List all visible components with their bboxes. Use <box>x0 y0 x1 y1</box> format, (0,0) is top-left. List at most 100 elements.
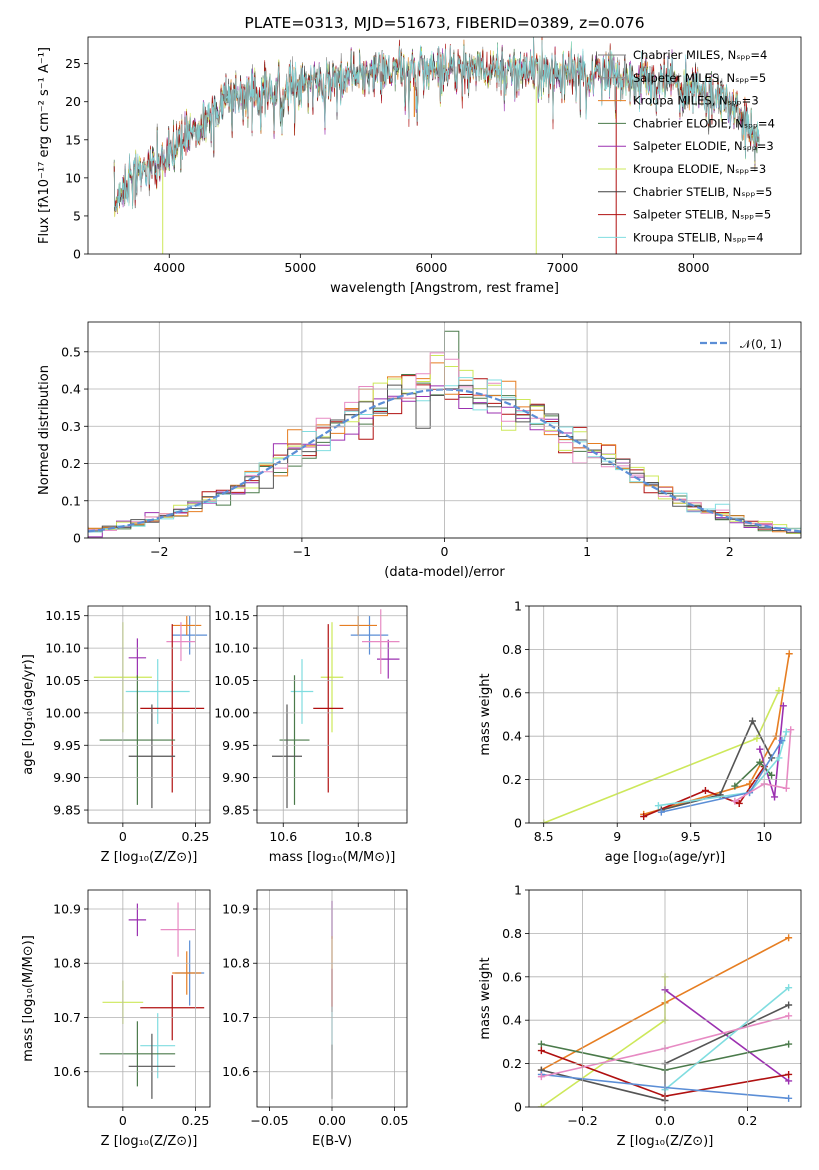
x-tick-label: 7000 <box>547 260 579 275</box>
y-tick-label: 0.8 <box>502 642 522 657</box>
x-axis-label: Z [log₁₀(Z/Z⊙)] <box>101 1134 198 1149</box>
error-point <box>172 615 202 636</box>
series-marker <box>537 1073 545 1081</box>
series-marker <box>735 799 743 807</box>
axes-frame <box>87 605 211 824</box>
y-tick-label: 10.00 <box>214 705 250 720</box>
series-marker <box>785 1094 793 1102</box>
axes-frame <box>528 889 802 1108</box>
y-axis-label: mass weight <box>478 957 493 1039</box>
x-tick-label: 0.05 <box>381 1113 409 1128</box>
y-tick-label: 10.10 <box>214 641 250 656</box>
x-axis-label: mass [log₁₀(M/M⊙)] <box>269 850 396 865</box>
x-tick-label: 0.0 <box>655 1113 675 1128</box>
series-marker <box>785 1040 793 1048</box>
error-point <box>140 624 205 793</box>
y-tick-label: 0 <box>514 816 522 831</box>
axes-frame <box>256 605 408 824</box>
x-tick-label: 0.25 <box>182 829 210 844</box>
x-tick-label: 10.8 <box>344 829 372 844</box>
series-marker <box>537 1103 545 1107</box>
y-axis-label: Flux [fλ10⁻¹⁷ erg cm⁻² s⁻¹ A⁻¹] <box>37 47 52 244</box>
x-axis-label: E(B-V) <box>312 1134 352 1149</box>
x-tick-label: 1 <box>583 544 591 559</box>
axes-frame <box>87 889 211 1108</box>
y-tick-label: 10.7 <box>222 1010 250 1025</box>
y-tick-label: 15 <box>65 132 81 147</box>
x-axis-label: wavelength [Angstrom, rest frame] <box>330 281 559 296</box>
series-marker <box>785 934 793 942</box>
y-tick-label: 0 <box>514 1100 522 1115</box>
error-point <box>172 615 208 655</box>
x-tick-label: 9 <box>613 829 621 844</box>
y-tick-label: 0.2 <box>61 456 81 471</box>
x-tick-label: 9.5 <box>681 829 701 844</box>
series-line <box>540 976 666 1107</box>
y-tick-label: 1 <box>514 883 522 898</box>
y-tick-label: 10.9 <box>53 901 81 916</box>
series-marker <box>779 702 787 710</box>
plot-area <box>113 37 760 254</box>
error-point <box>128 704 176 809</box>
x-axis-label: Z [log₁₀(Z/Z⊙)] <box>101 850 198 865</box>
x-tick-label: 0.00 <box>318 1113 346 1128</box>
error-point <box>140 975 205 1041</box>
error-point <box>128 903 147 937</box>
y-tick-label: 9.85 <box>53 803 81 818</box>
legend-entry: Salpeter MILES, Nₛₚₚ=5 <box>633 71 766 85</box>
y-tick-label: 0.4 <box>61 382 81 397</box>
x-axis-label: (data-model)/error <box>384 565 505 580</box>
plot-area <box>272 609 400 809</box>
y-tick-label: 0 <box>73 531 81 546</box>
error-point <box>128 1033 176 1099</box>
series-marker <box>537 1047 545 1055</box>
y-tick-label: 10.15 <box>214 608 250 623</box>
x-tick-label: 0.25 <box>182 1113 210 1128</box>
series-marker <box>657 808 665 816</box>
y-axis-label: Normed distribution <box>37 365 52 495</box>
series-marker <box>701 786 709 794</box>
y-tick-label: 9.90 <box>222 770 250 785</box>
x-tick-label: 6000 <box>415 260 447 275</box>
y-tick-label: 10 <box>65 170 81 185</box>
y-tick-label: 10.15 <box>45 608 81 623</box>
error-point <box>313 624 344 793</box>
error-point <box>99 1021 176 1087</box>
series-marker <box>731 797 739 805</box>
x-tick-label: −1 <box>293 544 311 559</box>
legend-entry: Salpeter ELODIE, Nₛₚₚ=3 <box>633 139 774 153</box>
y-tick-label: 0 <box>73 247 81 262</box>
x-tick-label: 0 <box>119 1113 127 1128</box>
series-marker <box>731 782 739 790</box>
axes-frame <box>256 889 408 1108</box>
y-tick-label: 0.4 <box>502 729 522 744</box>
axes-frame <box>528 605 802 824</box>
series-marker <box>787 726 795 734</box>
y-tick-label: 0.2 <box>502 772 522 787</box>
series-marker <box>748 717 756 725</box>
chart-title: PLATE=0313, MJD=51673, FIBERID=0389, z=0… <box>244 14 644 32</box>
y-tick-label: 0.5 <box>61 344 81 359</box>
x-tick-label: 5000 <box>284 260 316 275</box>
error-point <box>125 659 190 724</box>
series-line <box>734 729 792 802</box>
plot-area <box>540 650 795 823</box>
plot-area <box>93 615 208 809</box>
legend-entry: Kroupa STELIB, Nₛₚₚ=4 <box>633 230 764 244</box>
y-tick-label: 10.05 <box>45 673 81 688</box>
y-tick-label: 9.95 <box>222 738 250 753</box>
legend-entry: Salpeter STELIB, Nₛₚₚ=5 <box>633 208 771 222</box>
error-point <box>172 951 202 995</box>
series-marker <box>640 812 648 820</box>
series-marker <box>768 771 776 779</box>
x-tick-label: −0.2 <box>567 1113 597 1128</box>
y-axis-label: mass weight <box>478 673 493 755</box>
panel-spectrum: Chabrier MILES, Nₛₚₚ=4 Salpeter MILES, Nₛ… <box>37 14 802 296</box>
error-point <box>350 615 389 655</box>
series-line <box>664 986 790 1091</box>
y-tick-label: 0.2 <box>502 1056 522 1071</box>
error-point <box>99 675 176 805</box>
error-point <box>320 622 344 733</box>
legend-entry: 𝒩(0, 1) <box>740 337 782 351</box>
plot-area <box>99 902 205 1099</box>
